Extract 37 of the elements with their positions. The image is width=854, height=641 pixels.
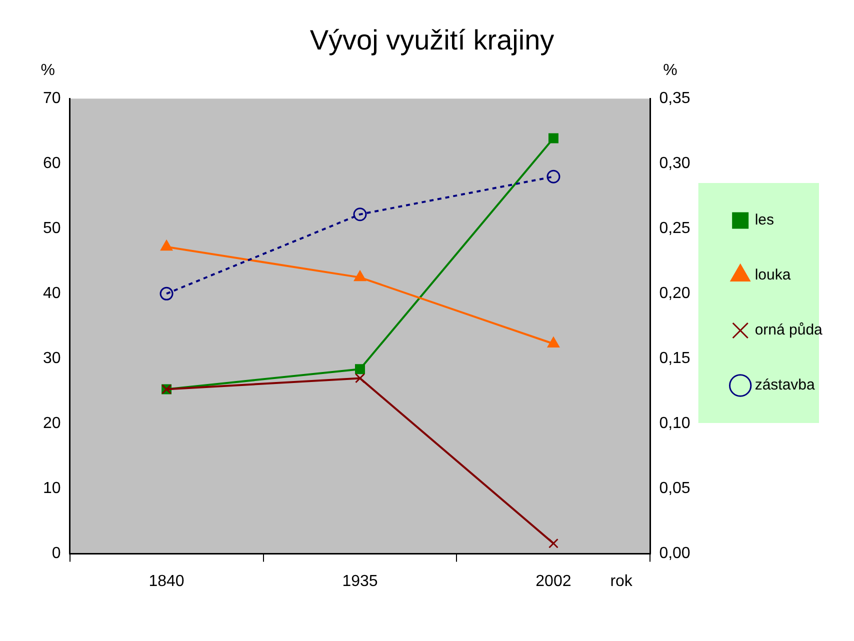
legend-label: les (754, 212, 774, 229)
y-tick-label: 10 (43, 480, 61, 498)
point (546, 170, 560, 184)
x-tick-label: 2002 (536, 572, 572, 590)
point (355, 373, 365, 384)
y2-tick-label: 0,25 (659, 220, 690, 238)
y-tick-label: 50 (43, 220, 61, 238)
point (353, 208, 367, 222)
y2-tick-label: 0,10 (659, 415, 690, 432)
point (548, 337, 560, 348)
x-tick-label: 1840 (148, 572, 184, 590)
legend-label: zástavba (754, 376, 816, 394)
point (354, 270, 366, 282)
chart-title: Vývoj využití krajiny (310, 24, 554, 56)
x-axis-title: rok (610, 573, 634, 590)
x-tick-label: 1935 (342, 572, 378, 590)
y-tick-label: 60 (43, 155, 61, 172)
y-axis-title: % (40, 62, 55, 80)
y-tick-label: 70 (43, 90, 61, 108)
y-tick-label: 40 (43, 285, 61, 302)
legend-label: louka (754, 266, 792, 284)
y-tick-label: 20 (43, 415, 61, 432)
point (548, 538, 558, 548)
legend-label: orná půda (754, 322, 824, 339)
point (160, 286, 174, 300)
point (355, 364, 365, 374)
y-tick-label: 0 (52, 545, 61, 562)
y2-tick-label: 0,05 (659, 480, 690, 498)
y2-tick-label: 0,20 (659, 285, 690, 302)
point (548, 133, 558, 144)
y2-axis-title: % (663, 62, 678, 80)
y-tick-label: 30 (43, 350, 61, 368)
y2-tick-label: 0,30 (659, 155, 690, 172)
y2-tick-label: 0,15 (659, 350, 690, 368)
y2-tick-label: 0,35 (659, 90, 690, 108)
y2-tick-label: 0,00 (659, 545, 690, 562)
point (160, 240, 172, 251)
